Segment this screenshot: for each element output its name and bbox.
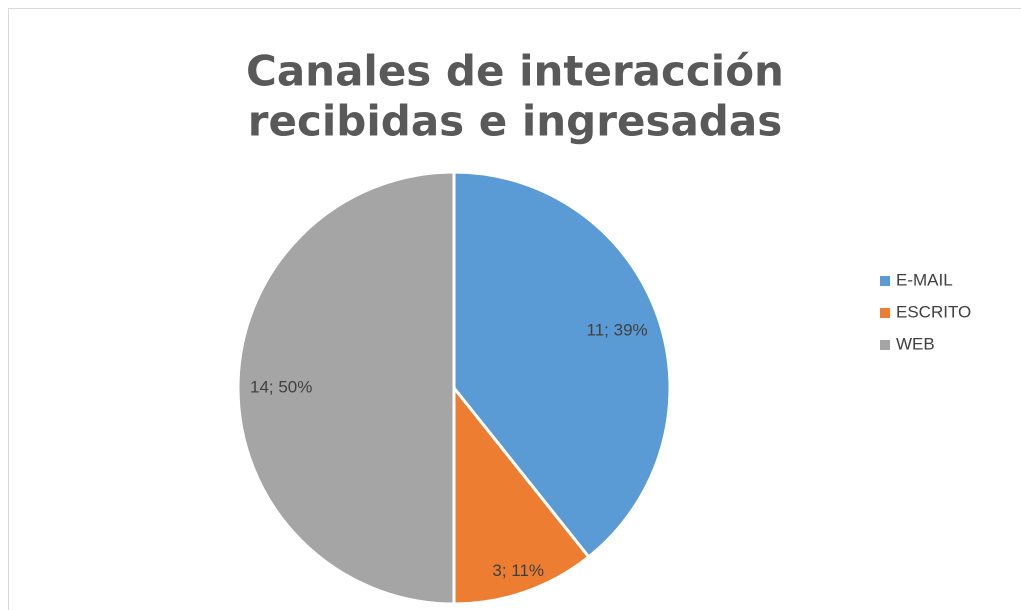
data-label: 11; 39% xyxy=(587,320,648,339)
pie-slice xyxy=(236,170,456,606)
pie-slice xyxy=(452,170,672,559)
legend-swatch xyxy=(880,308,890,318)
chart-title: Canales de interacción xyxy=(246,47,784,96)
legend-label: E-MAIL xyxy=(896,270,953,289)
data-label: 14; 50% xyxy=(250,377,312,396)
data-label: 3; 11% xyxy=(492,561,544,580)
legend-swatch xyxy=(880,276,890,286)
legend-label: ESCRITO xyxy=(896,302,971,321)
chart-title: recibidas e ingresadas xyxy=(248,97,782,146)
legend-label: WEB xyxy=(896,334,935,353)
legend-swatch xyxy=(880,340,890,350)
pie-slice xyxy=(452,383,591,606)
